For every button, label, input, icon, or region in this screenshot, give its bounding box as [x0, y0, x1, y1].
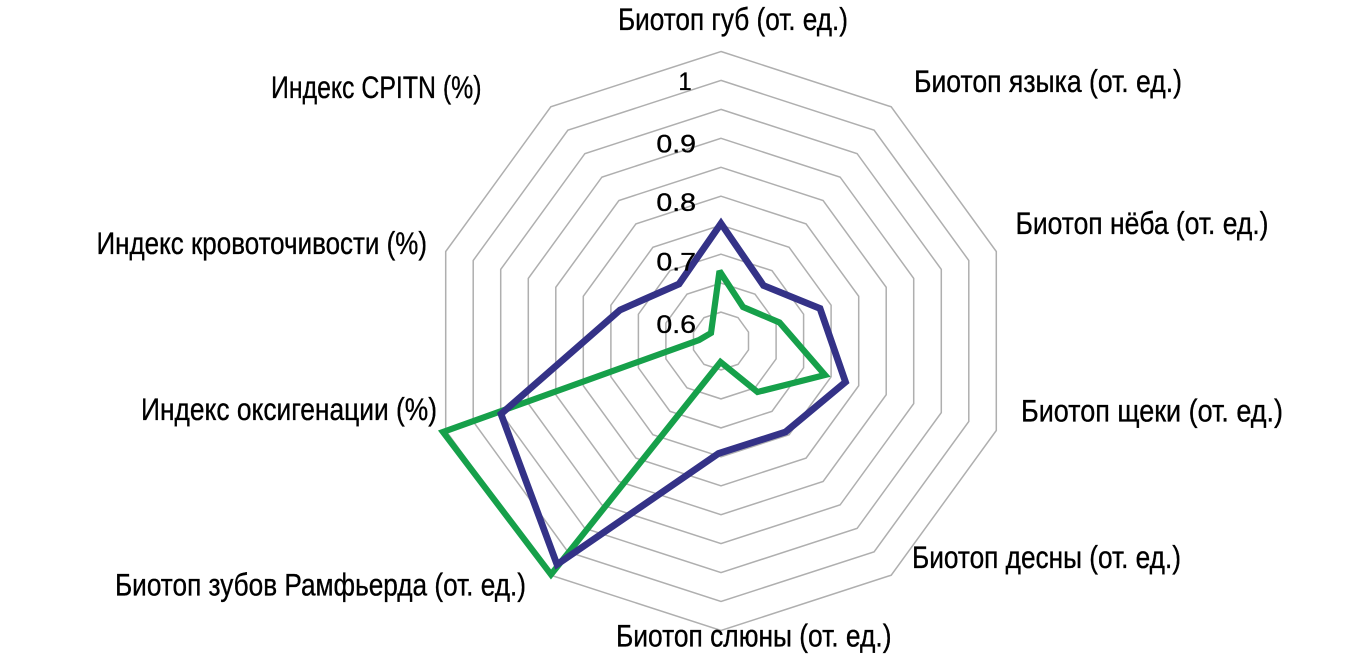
svg-text:1: 1 [678, 68, 691, 96]
svg-text:0.6: 0.6 [656, 311, 696, 339]
svg-text:Индекс оксигенации (%): Индекс оксигенации (%) [141, 391, 437, 427]
svg-text:Биотоп десны (от. ед.): Биотоп десны (от. ед.) [912, 539, 1181, 575]
svg-text:Биотоп языка (от. ед.): Биотоп языка (от. ед.) [914, 63, 1182, 99]
svg-text:Индекс CPITN (%): Индекс CPITN (%) [271, 69, 482, 105]
svg-text:0.8: 0.8 [656, 189, 696, 217]
svg-text:Биотоп губ (от. ед.): Биотоп губ (от. ед.) [618, 1, 848, 37]
svg-text:Биотоп слюны (от. ед.): Биотоп слюны (от. ед.) [616, 618, 892, 654]
svg-text:Биотоп зубов Рамфьерда (от. ед: Биотоп зубов Рамфьерда (от. ед.) [115, 566, 526, 602]
svg-text:Индекс кровоточивости (%): Индекс кровоточивости (%) [97, 225, 428, 261]
svg-text:0.7: 0.7 [656, 249, 696, 277]
svg-text:0.9: 0.9 [656, 131, 696, 159]
svg-text:Биотоп щеки (от. ед.): Биотоп щеки (от. ед.) [1021, 393, 1283, 429]
svg-text:Биотоп нёба (от. ед.): Биотоп нёба (от. ед.) [1016, 205, 1269, 241]
